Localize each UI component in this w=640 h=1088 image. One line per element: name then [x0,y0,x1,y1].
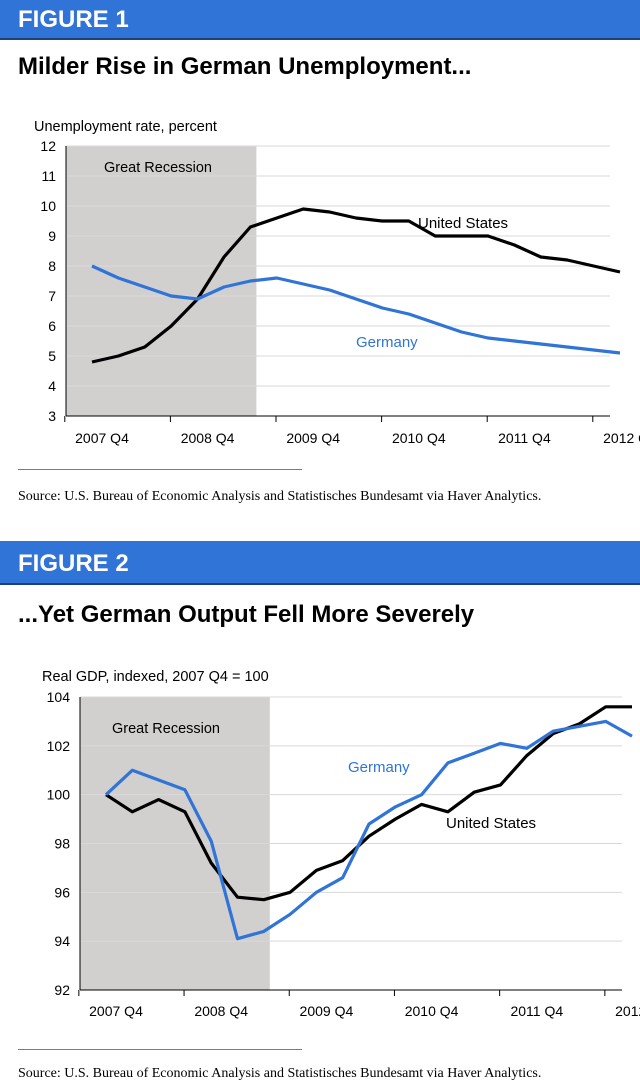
series-line-united-states [91,207,621,364]
figure-2-panel: FIGURE 2 ...Yet German Output Fell More … [0,541,640,1088]
x-tick-label: 2008 Q4 [194,1003,248,1019]
y-tick-label: 100 [47,787,71,803]
y-tick-label: 3 [48,408,56,424]
figure-1-panel: FIGURE 1 Milder Rise in German Unemploym… [0,0,640,528]
unemployment-chart: 3 4 5 6 7 8 9 10 11 12 Unemployment rate, percent G… [34,119,640,446]
source-note: Source: U.S. Bureau of Economic Analysis… [18,1066,542,1081]
chart-title: Milder Rise in German Unemployment... [18,53,472,80]
y-axis-label: Real GDP, indexed, 2007 Q4 = 100 [42,669,269,685]
x-tick-label: 2007 Q4 [75,430,129,446]
recession-shade [66,146,257,416]
x-tick-label: 2010 Q4 [405,1003,459,1019]
series-label: United States [446,815,536,832]
y-tick-label: 5 [48,348,56,364]
x-tick-label: 2009 Q4 [286,430,340,446]
series-label: Germany [348,759,410,776]
y-tick-label: 94 [54,933,70,949]
x-tick-label: 2007 Q4 [89,1003,143,1019]
y-tick-label: 104 [47,689,71,705]
y-tick-label: 4 [48,378,56,394]
y-tick-label: 8 [48,258,56,274]
y-tick-label: 102 [47,738,71,754]
series-line-united-states [105,705,632,902]
x-tick-label: 2008 Q4 [181,430,235,446]
x-tick-label: 2012 Q4 [615,1003,640,1019]
gdp-chart: 92 94 96 98 100 102 104 Real GDP, indexed, 2007… [42,669,640,1019]
source-divider [18,1049,302,1050]
recession-label: Great Recession [112,721,220,737]
y-tick-label: 98 [54,836,70,852]
series-line-germany [91,264,621,355]
x-tick-label: 2011 Q4 [510,1003,563,1019]
figure-label: FIGURE 2 [0,541,640,585]
y-tick-label: 6 [48,318,56,334]
y-tick-label: 7 [48,288,56,304]
series-line-germany [104,719,633,941]
source-note: Source: U.S. Bureau of Economic Analysis… [18,489,542,504]
y-tick-label: 11 [41,168,56,184]
series-label: United States [418,215,508,232]
x-tick-label: 2011 Q4 [498,430,551,446]
recession-label: Great Recession [104,160,212,176]
chart-title: ...Yet German Output Fell More Severely [18,601,475,628]
y-axis-label: Unemployment rate, percent [34,119,217,135]
x-tick-label: 2010 Q4 [392,430,446,446]
x-tick-label: 2009 Q4 [300,1003,354,1019]
x-tick-label: 2012 Q4 [603,430,640,446]
y-tick-label: 92 [54,982,70,998]
y-tick-label: 9 [48,228,56,244]
y-tick-label: 10 [40,198,56,214]
series-label: Germany [356,334,418,351]
source-divider [18,469,302,470]
figure-label: FIGURE 1 [0,0,640,40]
y-tick-label: 12 [40,138,56,154]
y-tick-label: 96 [54,884,70,900]
